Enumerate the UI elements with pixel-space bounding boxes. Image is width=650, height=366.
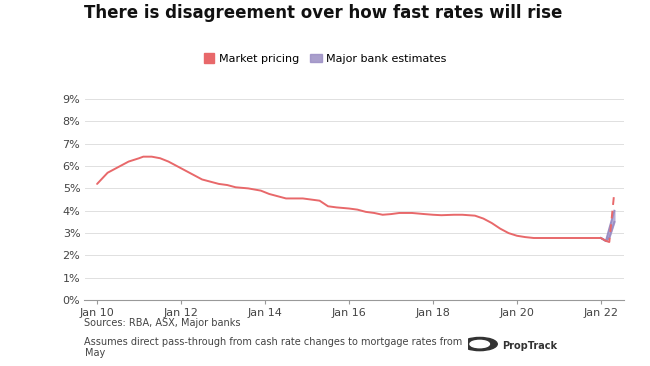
- Text: Sources: RBA, ASX, Major banks: Sources: RBA, ASX, Major banks: [84, 318, 241, 328]
- Circle shape: [462, 337, 497, 351]
- Circle shape: [470, 340, 489, 348]
- Text: PropTrack: PropTrack: [502, 341, 557, 351]
- Text: There is disagreement over how fast rates will rise: There is disagreement over how fast rate…: [84, 4, 563, 22]
- Legend: Market pricing, Major bank estimates: Market pricing, Major bank estimates: [199, 49, 451, 68]
- Text: Assumes direct pass-through from cash rate changes to mortgage rates from
May: Assumes direct pass-through from cash ra…: [84, 337, 463, 358]
